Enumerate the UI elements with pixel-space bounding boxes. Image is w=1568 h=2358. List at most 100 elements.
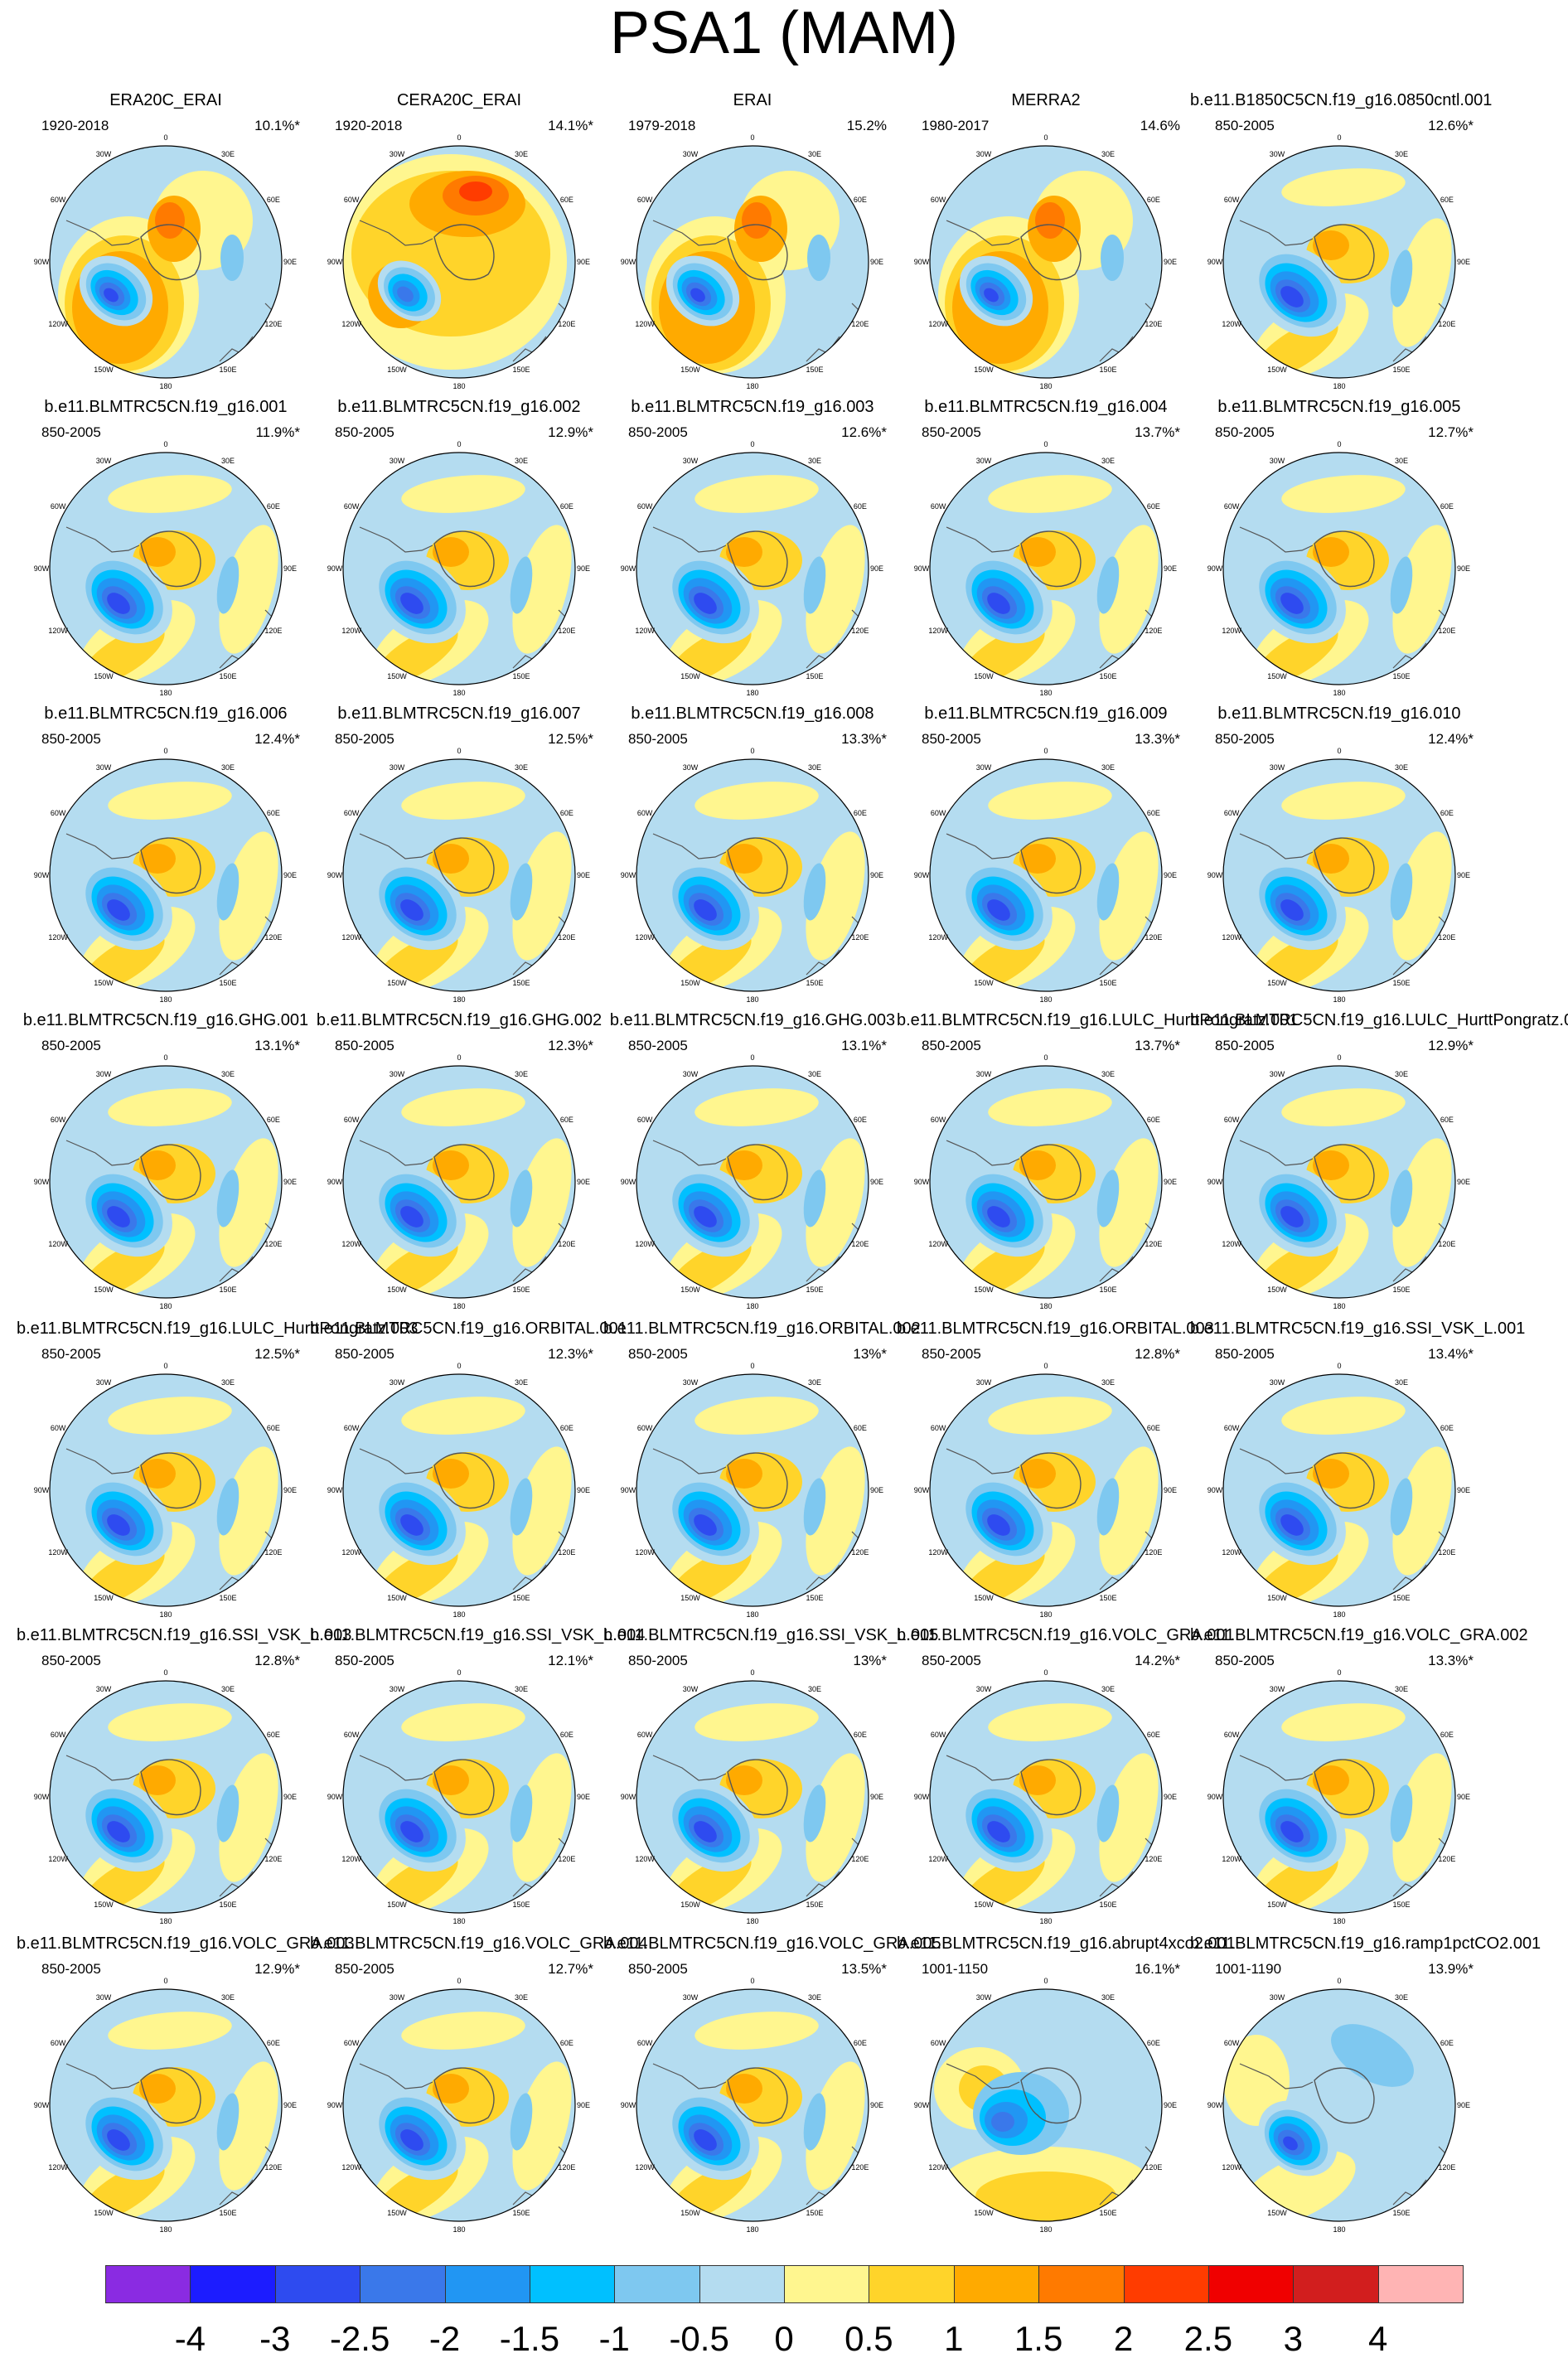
longitude-label: 30W [683, 1685, 699, 1693]
contour-region [803, 2093, 826, 2151]
polar-map: 0 30E 60E 90E 120E 150E 180 150W 120W 90W 60W 30W [620, 743, 885, 1008]
longitude-label: 60W [344, 502, 360, 511]
longitude-label: 150W [387, 672, 407, 680]
panel-title: b.e11.BLMTRC5CN.f19_g16.GHG.003 [609, 1011, 896, 1029]
longitude-label: 0 [1337, 1977, 1341, 1985]
longitude-label: 90W [327, 1486, 343, 1494]
longitude-label: 30E [221, 763, 235, 772]
polar-map-svg: 0 30E 60E 90E 120E 150E 180 150W 120W 90W 60W 30W [34, 1362, 297, 1619]
antarctica-coastline [140, 530, 201, 588]
contour-region [1096, 1478, 1120, 1536]
longitude-label: 150E [1392, 2209, 1410, 2217]
longitude-label: 30E [1101, 150, 1115, 158]
polar-map-svg: 0 30E 60E 90E 120E 150E 180 150W 120W 90W 60W 30W [1207, 1668, 1470, 1925]
longitude-label: 120W [48, 1855, 68, 1863]
polar-map: 0 30E 60E 90E 120E 150E 180 150W 120W 90W 60W 30W [33, 743, 298, 1008]
longitude-label: 30E [515, 763, 528, 772]
longitude-label: 150E [1392, 1900, 1410, 1909]
longitude-label: 150W [680, 1286, 700, 1294]
contour-region [400, 899, 423, 921]
antarctica-coastline [433, 530, 495, 588]
longitude-label: 120E [1438, 2163, 1455, 2172]
longitude-label: 180 [1333, 1610, 1345, 1619]
panel-title: b.e11.BLMTRC5CN.f19_g16.VOLC_GRA.001 [897, 1626, 1235, 1644]
map-panel: b.e11.BLMTRC5CN.f19_g16.VOLC_GRA.005 850-… [603, 1934, 941, 2241]
map-boundary [342, 145, 576, 379]
contour-region [988, 475, 1112, 513]
contour-region [1281, 168, 1406, 206]
contour-region [107, 593, 130, 614]
colorbar-box [614, 2265, 700, 2303]
longitude-label: 90W [327, 564, 343, 573]
contour-region [216, 1478, 240, 1536]
contour-region [459, 182, 492, 201]
polar-map: 0 30E 60E 90E 120E 150E 180 150W 120W 90W 60W 30W [913, 1664, 1178, 1929]
panel-title: ERAI [733, 91, 772, 109]
polar-map-svg: 0 30E 60E 90E 120E 150E 180 150W 120W 90W 60W 30W [621, 1977, 883, 2234]
south-america-coastline [652, 526, 727, 553]
longitude-label: 30W [390, 1378, 405, 1387]
longitude-label: 0 [750, 747, 754, 755]
longitude-label: 0 [750, 1977, 754, 1985]
antarctica-coastline [433, 2067, 495, 2124]
map-panel: b.e11.BLMTRC5CN.f19_g16.008 850-2005 13.3%… [603, 704, 902, 1011]
longitude-label: 90E [870, 564, 883, 573]
panel-period: 850-2005 [335, 424, 394, 440]
longitude-label: 120W [635, 933, 655, 942]
panel-title: b.e11.BLMTRC5CN.f19_g16.008 [631, 704, 874, 723]
map-panel: b.e11.BLMTRC5CN.f19_g16.006 850-2005 12.4%… [17, 704, 315, 1011]
polar-map: 0 30E 60E 90E 120E 150E 180 150W 120W 90W 60W 30W [1207, 743, 1472, 1008]
longitude-label: 60E [854, 2039, 867, 2047]
panel-title: b.e11.BLMTRC5CN.f19_g16.LULC_HurttPongra… [17, 1319, 419, 1338]
longitude-label: 120E [851, 320, 869, 328]
longitude-label: 30W [96, 1993, 112, 2002]
map-panel: b.e11.BLMTRC5CN.f19_g16.LULC_HurttPongra… [17, 1319, 419, 1626]
longitude-label: 120W [928, 627, 948, 635]
polar-map-svg: 0 30E 60E 90E 120E 150E 180 150W 120W 90W 60W 30W [34, 747, 297, 1004]
contour-region [694, 1206, 717, 1227]
contour-region [694, 782, 819, 820]
contour-region [400, 2129, 423, 2151]
panel-variance-percent: 12.3%* [548, 1346, 593, 1362]
contour-region [1096, 1784, 1120, 1842]
colorbar-box [1293, 2265, 1379, 2303]
south-america-coastline [1239, 833, 1314, 859]
longitude-label: 30W [390, 457, 405, 465]
longitude-label: 120W [48, 627, 68, 635]
map-boundary [342, 1680, 576, 1914]
map-panel: b.e11.BLMTRC5CN.f19_g16.GHG.002 850-2005 1… [310, 1011, 608, 1318]
longitude-label: 30W [683, 457, 699, 465]
map-boundary [929, 758, 1163, 992]
longitude-label: 150E [219, 1286, 236, 1294]
longitude-label: 60E [560, 2039, 573, 2047]
longitude-label: 60E [854, 502, 867, 511]
panel-period: 850-2005 [922, 1038, 981, 1053]
panel-title: b.e11.BLMTRC5CN.f19_g16.ORBITAL.003 [897, 1319, 1214, 1338]
longitude-label: 90E [1164, 2101, 1177, 2109]
longitude-label: 60E [267, 2039, 280, 2047]
longitude-label: 30W [1270, 1378, 1285, 1387]
polar-map-svg: 0 30E 60E 90E 120E 150E 180 150W 120W 90W 60W 30W [914, 133, 1177, 390]
longitude-label: 60E [1440, 196, 1454, 204]
panel-variance-percent: 12.6%* [1428, 118, 1474, 133]
contour-region [216, 1784, 240, 1842]
polar-map: 0 30E 60E 90E 120E 150E 180 150W 120W 90W 60W 30W [620, 129, 885, 395]
longitude-label: 60W [637, 809, 653, 817]
contour-region [216, 556, 240, 614]
panel-title: b.e11.BLMTRC5CN.f19_g16.007 [337, 704, 581, 723]
longitude-label: 0 [1043, 1977, 1048, 1985]
polar-map-svg: 0 30E 60E 90E 120E 150E 180 150W 120W 90W 60W 30W [621, 133, 883, 390]
polar-map: 0 30E 60E 90E 120E 150E 180 150W 120W 90W 60W 30W [1207, 1049, 1472, 1315]
colorbar-box [1123, 2265, 1209, 2303]
contour-region [220, 235, 244, 281]
map-panel: b.e11.BLMTRC5CN.f19_g16.009 850-2005 13.3%… [897, 704, 1195, 1011]
polar-map: 0 30E 60E 90E 120E 150E 180 150W 120W 90W 60W 30W [327, 129, 592, 395]
longitude-label: 30E [1101, 1685, 1115, 1693]
longitude-label: 90W [621, 564, 636, 573]
panel-period: 850-2005 [41, 1961, 101, 1977]
polar-map: 0 30E 60E 90E 120E 150E 180 150W 120W 90W 60W 30W [620, 1049, 885, 1315]
longitude-label: 150E [806, 1900, 823, 1909]
longitude-label: 90E [1164, 564, 1177, 573]
panel-title: b.e11.BLMTRC5CN.f19_g16.VOLC_GRA.005 [603, 1934, 941, 1953]
longitude-label: 90E [1457, 1793, 1470, 1801]
